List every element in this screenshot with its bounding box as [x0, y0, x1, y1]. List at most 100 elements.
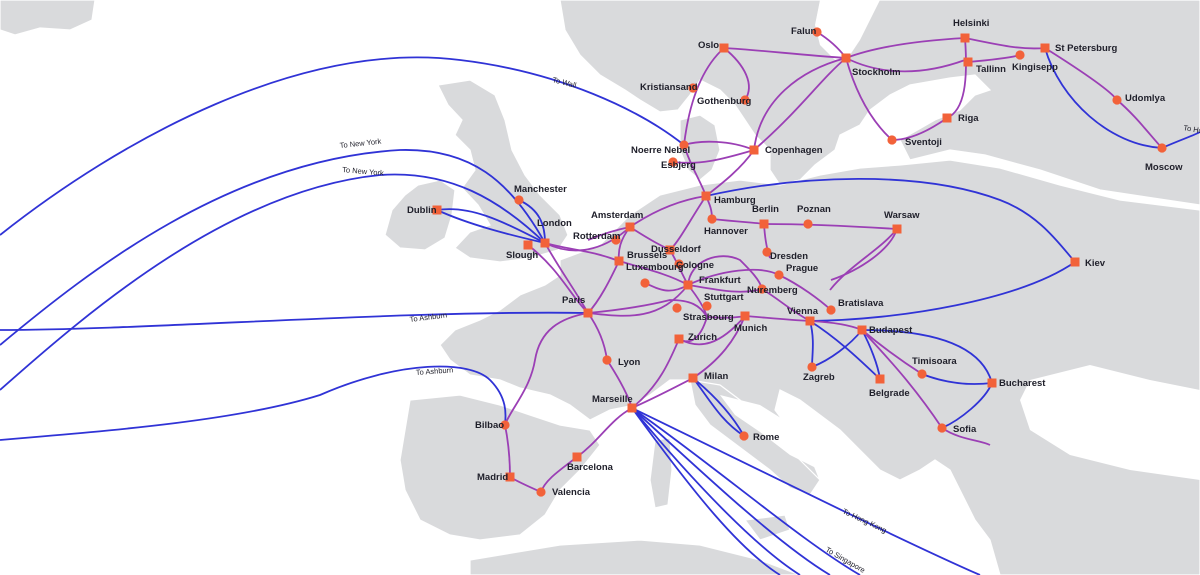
cable-timisoara-bucharest	[921, 373, 993, 385]
node-manchester	[514, 195, 524, 205]
node-zurich	[674, 334, 684, 344]
cable-to-singapore-4	[631, 407, 781, 575]
node-kingisepp	[1015, 50, 1025, 60]
city-label-madrid: Madrid	[477, 472, 508, 483]
city-label-marseille: Marseille	[592, 394, 633, 405]
node-hamburg	[701, 191, 711, 201]
city-label-sventoji: Sventoji	[905, 137, 942, 148]
city-label-esbjerg: Esbjerg	[661, 160, 696, 171]
city-label-rotterdam: Rotterdam	[573, 231, 621, 242]
city-label-timisoara: Timisoara	[912, 356, 957, 367]
cable-to-ashburn-2	[0, 365, 507, 441]
node-prague	[774, 270, 784, 280]
city-label-helsinki: Helsinki	[953, 18, 989, 29]
cable-vienna-kiev	[809, 261, 1076, 322]
node-berlin	[759, 219, 769, 229]
city-label-brussels: Brussels	[627, 250, 667, 261]
city-label-udomlya: Udomlya	[1125, 93, 1166, 104]
city-label-dresden: Dresden	[770, 251, 808, 262]
long-haul-cables	[0, 47, 1200, 575]
node-slough	[523, 240, 533, 250]
cable-milan-rome	[692, 377, 745, 437]
city-label-belgrade: Belgrade	[869, 388, 910, 399]
city-label-budapest: Budapest	[869, 325, 913, 336]
cable-label-to-singapore: To Singapore	[824, 545, 867, 575]
node-bilbao	[500, 420, 510, 430]
node-nuremberg	[757, 284, 767, 294]
great-britain-landmass	[437, 79, 569, 263]
node-brussels	[614, 256, 624, 266]
city-label-oslo: Oslo	[698, 40, 719, 51]
cable-to-singapore-3	[631, 407, 801, 575]
cable-label-to-ashburn-1: To Ashburn	[409, 310, 447, 324]
cable-label-to-wall: To Wall	[552, 75, 578, 90]
city-label-dublin: Dublin	[407, 205, 437, 216]
city-label-lyon: Lyon	[618, 357, 641, 368]
node-warsaw	[892, 224, 902, 234]
city-label-paris: Paris	[562, 295, 585, 306]
node-noerrenebel	[679, 140, 689, 150]
node-lyon	[602, 355, 612, 365]
node-helsinki	[960, 33, 970, 43]
city-label-nuremberg: Nuremberg	[747, 285, 798, 296]
city-label-bratislava: Bratislava	[838, 298, 884, 309]
node-esbjerg	[668, 157, 678, 167]
city-label-poznan: Poznan	[797, 204, 831, 215]
city-label-london: London	[537, 218, 572, 229]
node-frankfurt	[683, 280, 693, 290]
cable-bucharest-sofia	[941, 382, 993, 429]
node-stuttgart	[702, 301, 712, 311]
city-label-hannover: Hannover	[704, 226, 748, 237]
cable-moscow-east	[1161, 131, 1200, 149]
city-label-stuttgart: Stuttgart	[704, 292, 744, 303]
city-label-berlin: Berlin	[752, 204, 779, 215]
city-label-bilbao: Bilbao	[475, 420, 504, 431]
cable-vienna-belgrade	[809, 320, 881, 380]
node-stpetersburg	[1040, 43, 1050, 53]
city-label-kristiansand: Kristiansand	[640, 82, 698, 93]
city-label-moscow: Moscow	[1145, 162, 1183, 173]
cable-label-to-ho: To Ho	[1183, 123, 1200, 135]
ireland-landmass	[384, 179, 456, 251]
city-label-barcelona: Barcelona	[567, 462, 614, 473]
node-valencia	[536, 487, 546, 497]
node-amsterdam	[625, 222, 635, 232]
city-label-zurich: Zurich	[688, 332, 717, 343]
cable-to-new-york-1	[0, 149, 546, 346]
iberia-landmass	[399, 394, 601, 541]
cable-label-to-new-york-1: To New York	[339, 137, 382, 150]
node-zagreb	[807, 362, 817, 372]
node-rome	[739, 431, 749, 441]
city-label-strasbourg: Strasbourg	[683, 312, 734, 323]
city-label-zagreb: Zagreb	[803, 372, 835, 383]
iceland-landmass	[0, 0, 96, 36]
city-label-warsaw: Warsaw	[884, 210, 920, 221]
cable-dublin-london-2	[436, 209, 546, 244]
node-riga	[942, 113, 952, 123]
city-label-amsterdam: Amsterdam	[591, 210, 643, 221]
node-hannover	[707, 214, 717, 224]
node-poznan	[803, 219, 813, 229]
cable-to-singapore-2	[631, 407, 831, 575]
node-gothenburg	[740, 95, 750, 105]
city-label-frankfurt: Frankfurt	[699, 275, 742, 286]
node-sofia	[937, 423, 947, 433]
node-strasbourg	[672, 303, 682, 313]
city-label-milan: Milan	[704, 371, 728, 382]
node-dusseldorf	[665, 245, 675, 255]
node-stockholm	[841, 53, 851, 63]
node-budapest	[857, 325, 867, 335]
city-label-stockholm: Stockholm	[852, 67, 901, 78]
city-label-valencia: Valencia	[552, 487, 591, 498]
node-dublin	[432, 205, 442, 215]
cable-stpetersburg-moscow	[1044, 47, 1163, 149]
city-label-sofia: Sofia	[953, 424, 977, 435]
city-label-riga: Riga	[958, 113, 979, 124]
city-label-kiev: Kiev	[1085, 258, 1106, 269]
cable-to-singapore-1	[631, 407, 861, 575]
node-bucharest	[987, 378, 997, 388]
city-label-manchester: Manchester	[514, 184, 567, 195]
cable-hamburg-kiev	[705, 177, 1076, 263]
city-label-dusseldorf: Dusseldorf	[651, 244, 701, 255]
